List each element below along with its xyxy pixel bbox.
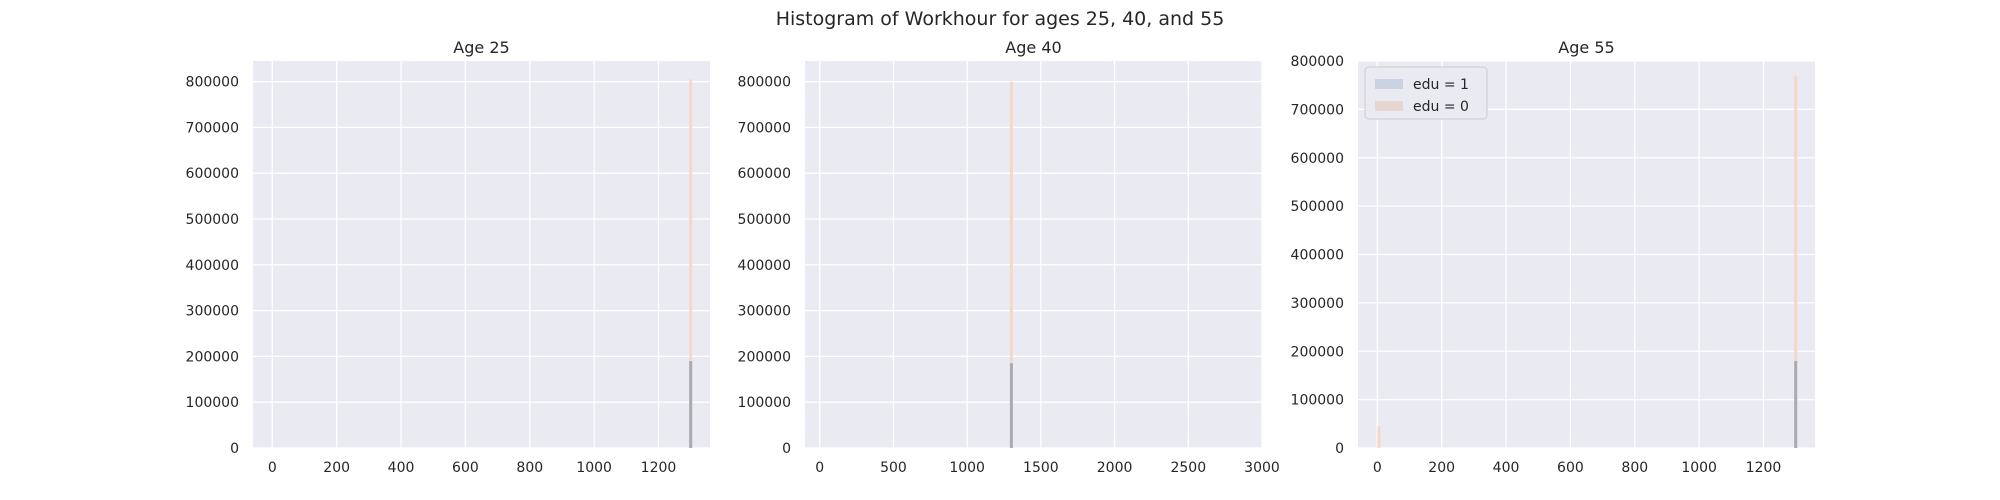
x-tick-label: 400 [388,460,415,476]
y-tick-label: 300000 [738,304,791,320]
y-tick-label: 700000 [1291,102,1344,118]
x-tick-label: 1000 [1681,460,1717,476]
histogram-bar [689,79,693,449]
y-tick-label: 400000 [186,258,239,274]
panel-title: Age 40 [1005,38,1061,57]
y-tick-label: 800000 [186,75,239,91]
x-tick-label: 600 [452,460,479,476]
legend: edu = 1 edu = 0 [1364,66,1488,120]
panel-title: Age 55 [1558,38,1614,57]
x-tick-label: 0 [815,460,824,476]
y-tick-label: 100000 [738,395,791,411]
x-tick-label: 1000 [576,460,612,476]
x-tick-label: 3000 [1244,460,1280,476]
y-tick-label: 700000 [186,120,239,136]
x-tick-label: 500 [880,460,907,476]
histogram-bar [1794,360,1798,448]
panel-age-1: 0 500 1000 1500 2000 2500 3000 0 100000 200000 300… [738,38,1280,476]
y-tick-label: 200000 [738,349,791,365]
x-tick-label: 0 [268,460,277,476]
x-tick-label: 200 [323,460,350,476]
x-tick-label: 800 [1621,460,1648,476]
plot-area [805,61,1262,448]
panel-title: Age 25 [453,38,509,57]
y-tick-label: 800000 [738,75,791,91]
x-tick-label: 1000 [949,460,985,476]
panel-age-0: 0 200 400 600 800 1000 1200 0 100000 200000 300000… [186,38,710,476]
y-tick-label: 400000 [1291,248,1344,264]
y-tick-label: 100000 [186,395,239,411]
histogram-bar [1377,426,1381,448]
y-tick-label: 300000 [1291,296,1344,312]
legend-swatch [1375,79,1403,89]
plot-area [253,61,710,448]
y-tick-label: 0 [782,441,791,457]
y-tick-label: 200000 [1291,344,1344,360]
histogram-bar [1794,75,1798,448]
y-tick-label: 200000 [186,349,239,365]
panel-age-2: 0 200 400 600 800 1000 1200 0 100000 200000 300000… [1291,38,1815,476]
x-tick-label: 400 [1493,460,1520,476]
y-tick-label: 0 [1335,441,1344,457]
legend-swatch [1375,101,1403,111]
x-tick-label: 2000 [1097,460,1133,476]
x-tick-label: 1500 [1023,460,1059,476]
histogram-bar [1009,363,1013,448]
legend-label: edu = 1 [1413,77,1469,93]
figure-title: Histogram of Workhour for ages 25, 40, a… [776,8,1225,30]
x-tick-label: 800 [516,460,543,476]
y-tick-label: 500000 [186,212,239,228]
histogram-bar [689,360,693,448]
y-tick-label: 600000 [738,166,791,182]
y-tick-label: 600000 [186,166,239,182]
y-tick-label: 800000 [1291,54,1344,70]
y-tick-label: 300000 [186,304,239,320]
x-tick-label: 2500 [1170,460,1206,476]
y-tick-label: 600000 [1291,151,1344,167]
x-tick-label: 1200 [1746,460,1782,476]
x-tick-label: 200 [1428,460,1455,476]
y-tick-label: 400000 [738,258,791,274]
x-tick-label: 0 [1373,460,1382,476]
histogram-bar [1009,81,1013,448]
y-tick-label: 500000 [738,212,791,228]
y-tick-label: 500000 [1291,199,1344,215]
y-tick-label: 100000 [1291,393,1344,409]
x-tick-label: 1200 [641,460,677,476]
legend-frame [1364,66,1488,120]
legend-label: edu = 0 [1413,99,1469,115]
y-tick-label: 0 [230,441,239,457]
x-tick-label: 600 [1557,460,1584,476]
y-tick-label: 700000 [738,120,791,136]
